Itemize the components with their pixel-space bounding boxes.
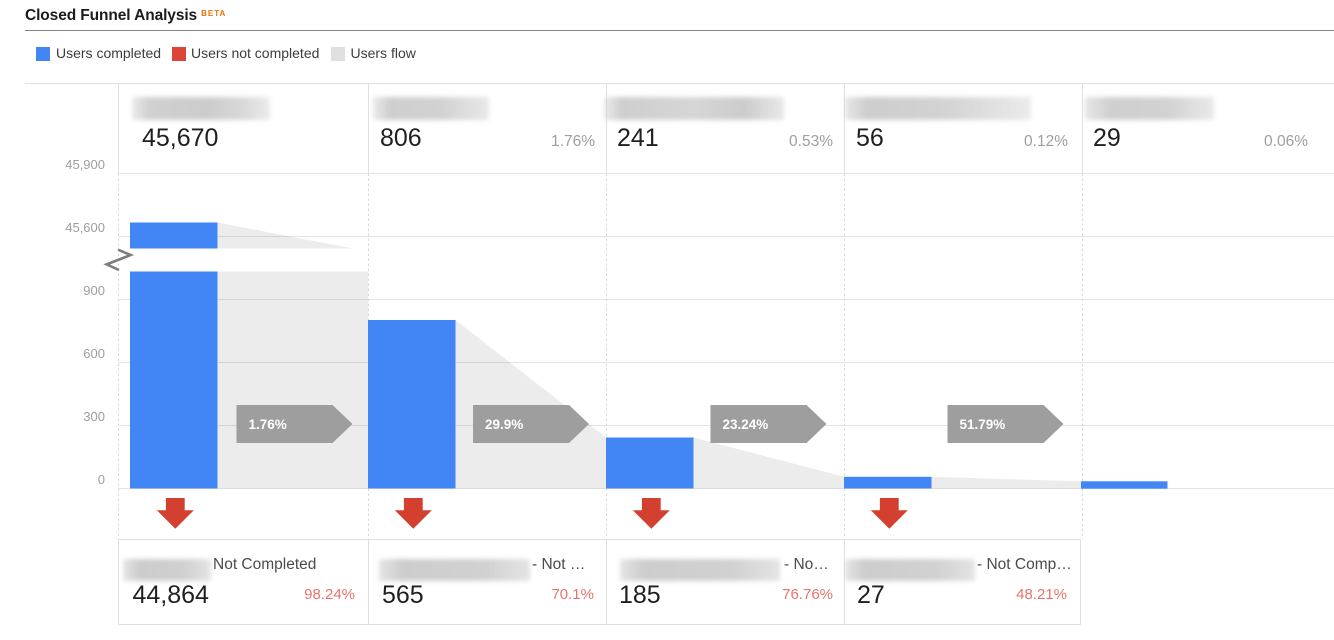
svg-text:51.79%: 51.79%	[960, 417, 1006, 432]
svg-text:23.24%: 23.24%	[723, 417, 769, 432]
svg-text:1.76%: 1.76%	[249, 417, 287, 432]
svg-text:29.9%: 29.9%	[485, 417, 523, 432]
